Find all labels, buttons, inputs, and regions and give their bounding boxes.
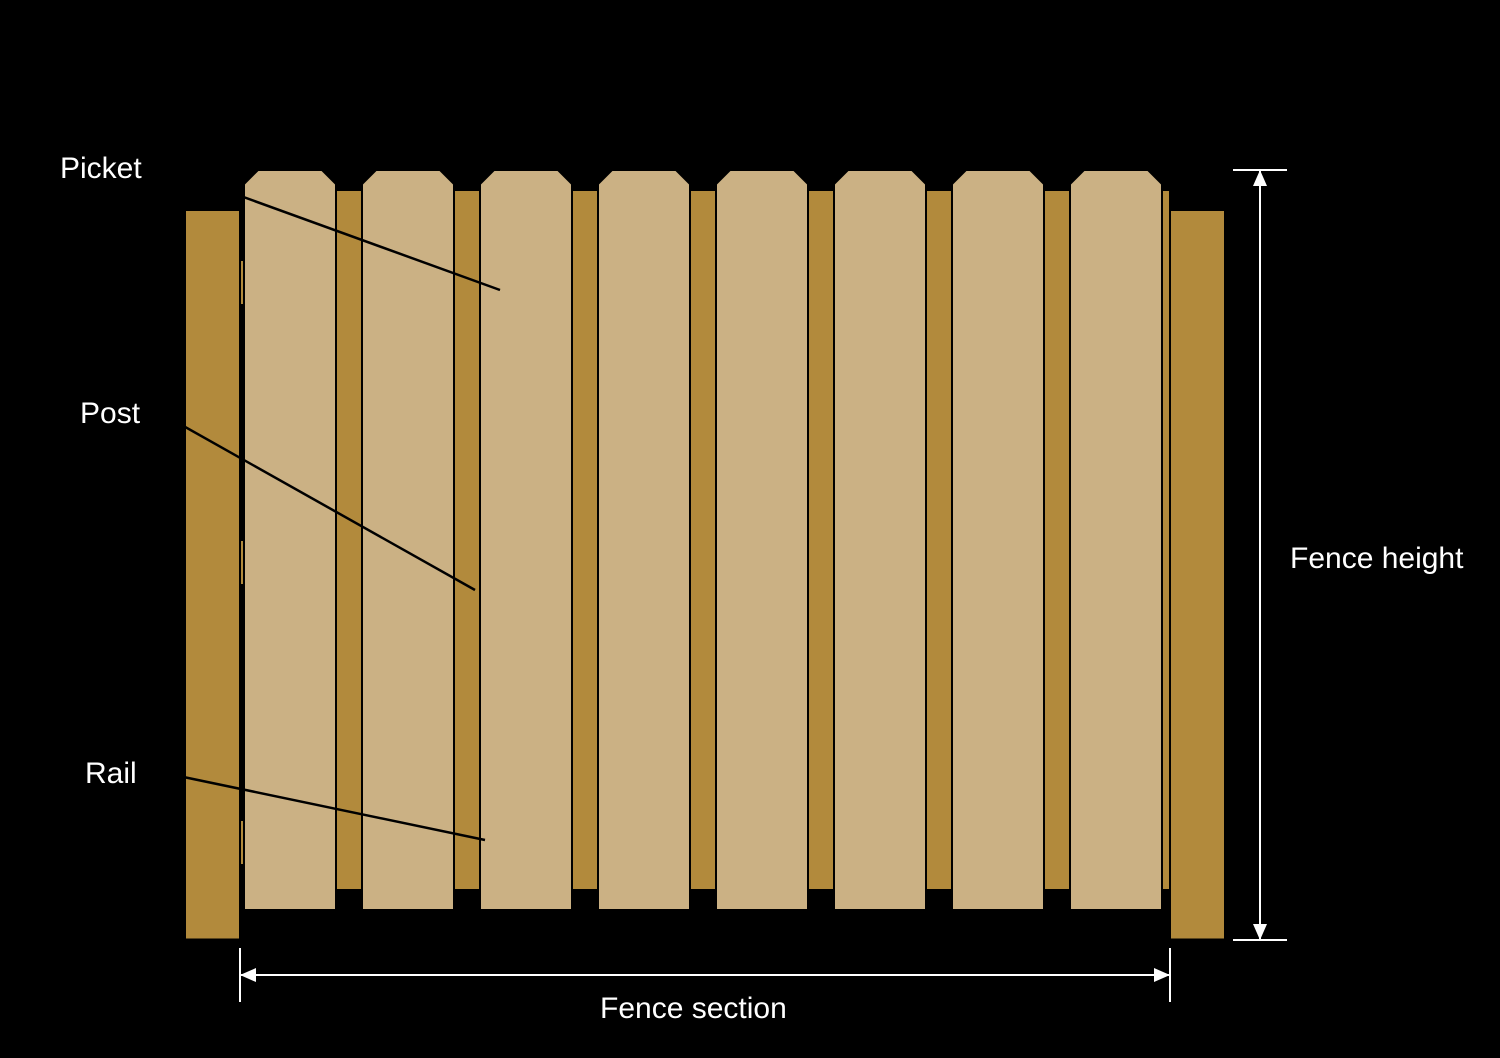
front-picket [480, 170, 572, 910]
label-height: Fence height [1290, 542, 1464, 575]
front-picket [1070, 170, 1162, 910]
front-picket [834, 170, 926, 910]
label-post: Post [80, 397, 141, 430]
fence-post [185, 210, 240, 940]
front-picket [598, 170, 690, 910]
label-section: Fence section [600, 992, 787, 1025]
fence-post [1170, 210, 1225, 940]
front-picket [716, 170, 808, 910]
label-picket: Picket [60, 152, 142, 185]
front-picket [952, 170, 1044, 910]
label-rail: Rail [85, 757, 137, 790]
front-picket [362, 170, 454, 910]
